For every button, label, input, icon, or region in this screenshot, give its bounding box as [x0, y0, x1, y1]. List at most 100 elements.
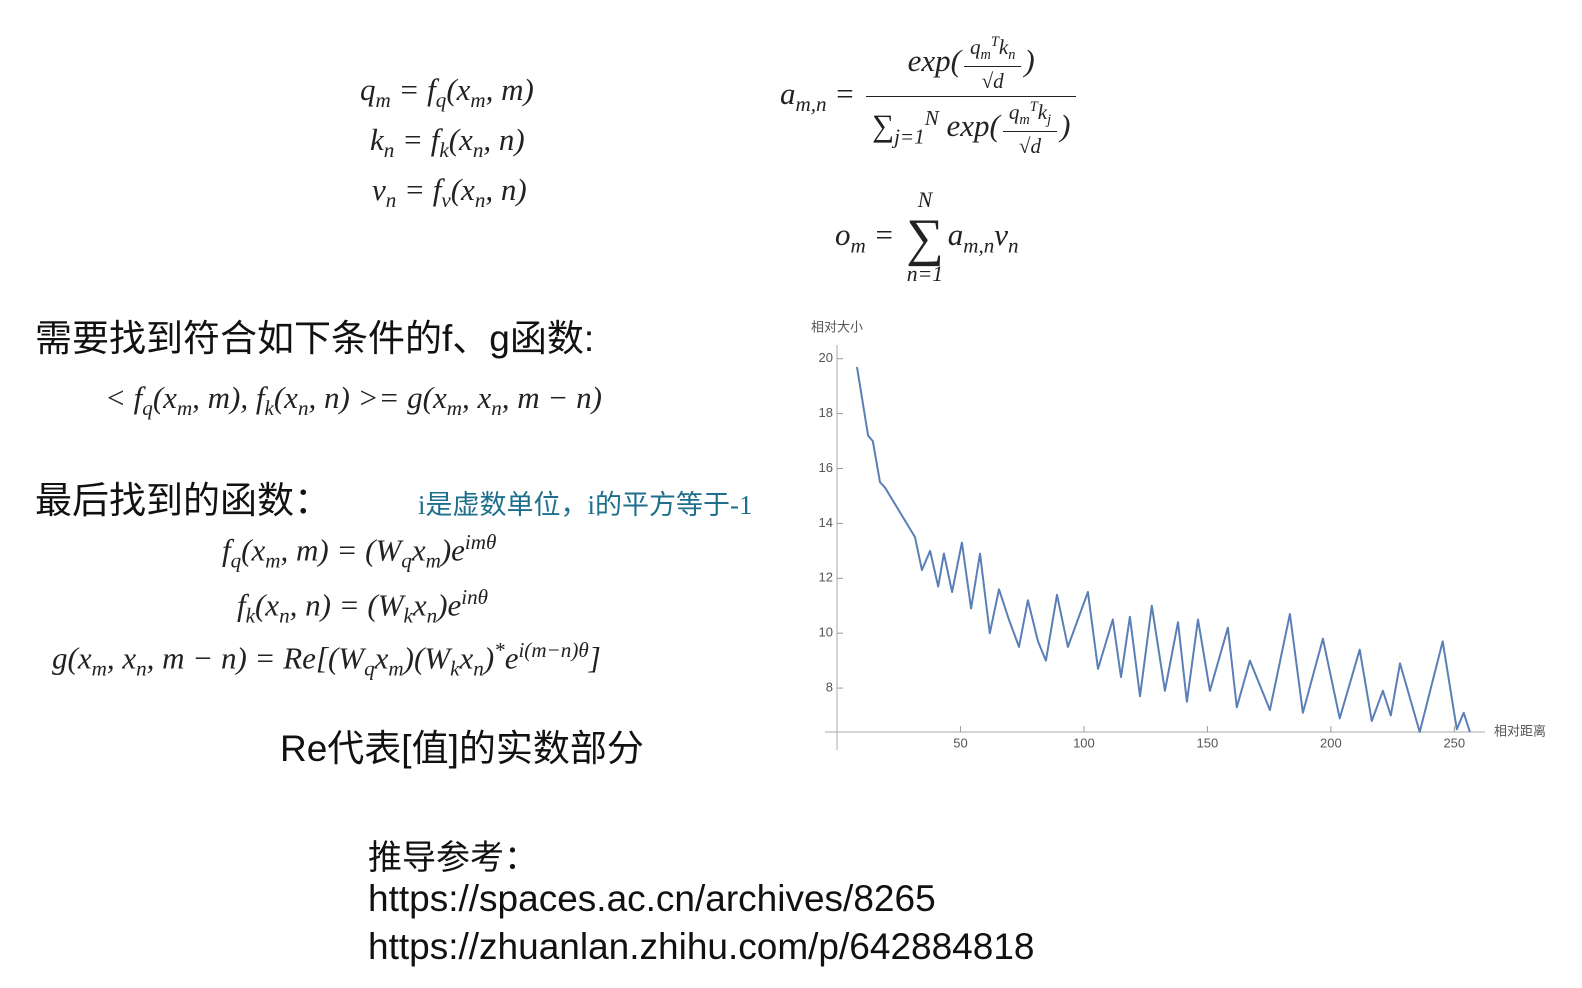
math-text: q — [969, 35, 981, 60]
math-text: q — [1008, 100, 1020, 125]
y-tick-label: 10 — [819, 625, 833, 640]
fraction: exp(qmTkn √d) ∑j=1N exp(qmTkj √d) — [865, 34, 1077, 159]
math-text: x — [374, 640, 389, 676]
math-text: m — [446, 396, 462, 421]
math-text: q — [230, 548, 242, 573]
math-text: k — [450, 656, 460, 681]
subscript: m — [851, 233, 866, 257]
math-text: x — [459, 640, 474, 676]
math-text: f — [237, 587, 246, 623]
math-text: = f — [396, 172, 442, 207]
x-tick-label: 250 — [1443, 735, 1465, 750]
math-text: q — [401, 548, 412, 573]
math-text: < f — [105, 380, 143, 415]
subscript: n — [136, 657, 147, 681]
math-text: q — [142, 396, 153, 421]
subscript: k — [439, 138, 448, 162]
fraction: qmTkj √d — [1002, 99, 1058, 159]
subscript: m — [92, 657, 107, 681]
superscript: inθ — [461, 585, 488, 609]
math-text: q — [364, 656, 375, 681]
math-text: = f — [390, 72, 436, 107]
x-tick-label: 50 — [953, 735, 967, 750]
math-text: inθ — [461, 585, 489, 609]
numerator: qmTkn — [963, 34, 1022, 68]
math-text: (x — [450, 172, 475, 207]
math-text: )e — [437, 587, 462, 623]
subscript: q — [364, 657, 375, 681]
reference-title: 推导参考： — [368, 838, 538, 878]
denominator: √d — [964, 67, 1021, 94]
numerator: exp(qmTkn √d) — [865, 34, 1077, 98]
math-text: m — [265, 548, 281, 573]
math-text: , x — [106, 640, 137, 676]
sum-symbol: ∑ — [906, 211, 944, 265]
data-line — [856, 366, 1471, 733]
math-text: k — [264, 396, 274, 421]
subscript: m — [426, 549, 441, 573]
math-text: (x — [448, 122, 473, 157]
math-text: j=1 — [894, 124, 925, 149]
summation: N ∑ n=1 — [906, 189, 944, 286]
math-text: , n) — [483, 122, 525, 157]
math-text: q — [360, 72, 376, 107]
subscript: k — [404, 604, 413, 628]
math-text: , m) — [485, 72, 534, 107]
formula: vn = fv(xn, n) — [372, 172, 527, 213]
math-text: n — [491, 396, 502, 421]
x-tick-label: 200 — [1320, 735, 1342, 750]
x-axis-label: 相对距离 — [1494, 723, 1546, 738]
subscript: m,n — [963, 233, 994, 257]
math-text: (x — [152, 380, 177, 415]
note: i是虚数单位，i的平方等于-1 — [418, 490, 753, 520]
math-text: m,n — [963, 233, 995, 258]
math-text: m — [388, 656, 404, 681]
limit: N — [906, 189, 944, 212]
math-text: n — [426, 603, 438, 628]
math-text: , n) >= g(x — [308, 380, 447, 415]
math-text: n — [1008, 47, 1016, 64]
math-text: * — [494, 638, 505, 662]
math-text: (x — [241, 532, 266, 568]
subscript: q — [436, 88, 447, 112]
heading: 最后找到的函数： — [35, 480, 331, 521]
subscript: n — [384, 138, 395, 162]
math-text: x — [411, 532, 426, 568]
subscript: j — [1047, 112, 1051, 128]
limit: n=1 — [906, 264, 944, 286]
math-text: e — [504, 640, 519, 676]
math-text: exp( — [907, 43, 961, 79]
formula: fq(xm, m) = (Wqxm)eimθ — [222, 530, 496, 574]
math-text: k — [245, 603, 255, 628]
math-text: (x — [446, 72, 471, 107]
subscript: n — [1008, 233, 1019, 257]
math-text: imθ — [464, 530, 497, 554]
math-text: m,n — [795, 92, 827, 117]
subscript: k — [246, 604, 255, 628]
math-text: i(m−n)θ — [518, 638, 589, 662]
superscript: * — [494, 638, 505, 662]
math-text: m — [470, 88, 486, 113]
math-text: = — [865, 217, 903, 253]
math-text: , m) = (W — [280, 532, 402, 568]
math-text: k — [403, 603, 413, 628]
formula: < fq(xm, m), fk(xn, n) >= g(xm, xn, m − … — [105, 380, 602, 421]
math-text: ) — [1024, 43, 1035, 79]
math-text: n — [297, 396, 309, 421]
subscript: n — [298, 396, 309, 420]
math-text: m — [375, 88, 391, 113]
math-text: ) — [483, 640, 495, 676]
math-text: n — [474, 188, 486, 213]
y-tick-label: 14 — [819, 515, 833, 530]
math-text: n — [473, 656, 484, 681]
superscript: imθ — [465, 530, 496, 554]
y-tick-label: 20 — [819, 350, 833, 365]
math-text: j — [1047, 112, 1052, 129]
math-text: , x — [461, 380, 492, 415]
reference-link: https://spaces.ac.cn/archives/8265 — [368, 878, 936, 919]
subscript: m — [470, 88, 485, 112]
math-text: v — [372, 172, 386, 207]
subscript: m — [376, 88, 391, 112]
